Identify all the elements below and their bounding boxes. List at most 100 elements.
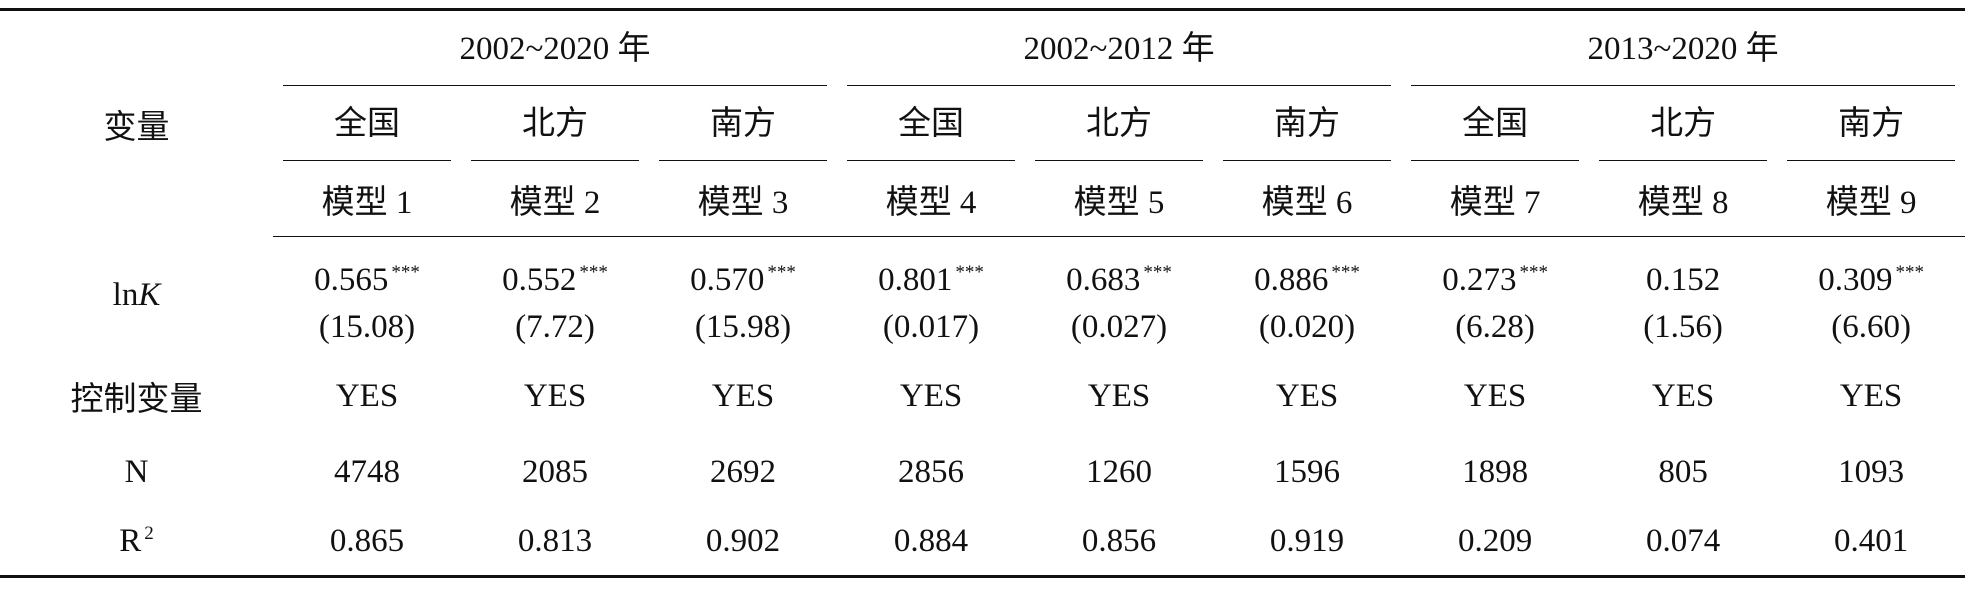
row-label-cell: lnK	[0, 237, 273, 356]
value: YES	[899, 377, 963, 414]
value-cell: YES	[1401, 355, 1589, 437]
model-cell: 模型 1	[273, 161, 461, 237]
value-cell: 4748	[273, 437, 461, 507]
region-box: 南方	[1223, 88, 1392, 161]
value: 0.865	[329, 522, 405, 559]
variable-header: 变量	[103, 109, 170, 146]
region-label: 全国	[334, 106, 400, 142]
region-label: 南方	[1838, 106, 1905, 142]
value: YES	[523, 377, 587, 414]
row-label: R	[119, 522, 142, 559]
value: YES	[711, 377, 775, 414]
significance: ***	[1895, 262, 1924, 283]
region-label: 北方	[1650, 106, 1717, 142]
coef-cell: 0.152	[1589, 237, 1777, 300]
value: 1596	[1274, 453, 1341, 490]
model-label: 模型 1	[321, 184, 413, 221]
value: YES	[335, 377, 399, 414]
value: 2856	[898, 453, 965, 490]
value-cell: YES	[837, 355, 1025, 437]
value: 0.902	[705, 522, 781, 559]
model-label: 模型 3	[697, 184, 789, 221]
value-cell: 0.209	[1401, 507, 1589, 577]
value: 0.856	[1081, 522, 1157, 559]
row-label: 控制变量	[70, 382, 203, 418]
se-cell: (0.027)	[1025, 299, 1213, 355]
coefficient: 0.565	[314, 262, 389, 298]
value-cell: YES	[1213, 355, 1401, 437]
coefficient: 0.683	[1066, 262, 1141, 298]
period-box: 2002~2020 年	[283, 13, 828, 86]
coef-cell: 0.886 ***	[1213, 237, 1401, 300]
row-label-cell: N	[0, 437, 273, 507]
value-cell: 0.865	[273, 507, 461, 577]
region-cell: 全国	[273, 86, 461, 161]
value: 0.401	[1833, 522, 1909, 559]
value-cell: YES	[649, 355, 837, 437]
region-cell: 南方	[1213, 86, 1401, 161]
header-cell: 变量	[0, 10, 273, 237]
table-row: N 4748 2085 2692 2856 1260 1596 1898 805 1093	[0, 437, 1965, 507]
value: 0.074	[1645, 522, 1721, 559]
value-cell: 0.884	[837, 507, 1025, 577]
coefficient: 0.152	[1645, 262, 1721, 298]
value-cell: 0.813	[461, 507, 649, 577]
period-cell: 2002~2020 年	[273, 10, 837, 86]
row-label-cell: 控制变量	[0, 355, 273, 437]
value: 805	[1658, 453, 1708, 490]
table-row: 全国 北方 南方 全国 北方 南方 全国 北方 南方	[0, 86, 1965, 161]
region-label: 北方	[1086, 106, 1153, 142]
coefficient: 0.552	[502, 262, 577, 298]
value: 0.884	[893, 522, 969, 559]
se-cell: (1.56)	[1589, 299, 1777, 355]
se-cell: (6.28)	[1401, 299, 1589, 355]
significance: ***	[1143, 262, 1172, 283]
std-error: (0.017)	[882, 308, 980, 345]
se-cell: (15.98)	[649, 299, 837, 355]
region-box: 全国	[847, 88, 1016, 161]
model-cell: 模型 2	[461, 161, 649, 237]
value: 2692	[710, 453, 777, 490]
std-error: (1.56)	[1643, 308, 1723, 345]
period-label: 2002~2020 年	[459, 31, 651, 67]
value: YES	[1839, 377, 1903, 414]
value-cell: 0.401	[1777, 507, 1965, 577]
value-cell: 0.919	[1213, 507, 1401, 577]
coef-cell: 0.570 ***	[649, 237, 837, 300]
model-cell: 模型 7	[1401, 161, 1590, 237]
model-label: 模型 6	[1261, 184, 1353, 221]
period-cell: 2013~2020 年	[1401, 10, 1965, 86]
value-cell: YES	[1025, 355, 1213, 437]
std-error: (15.08)	[318, 308, 416, 345]
value: 0.209	[1457, 522, 1533, 559]
value: YES	[1275, 377, 1339, 414]
region-box: 北方	[471, 88, 639, 161]
coef-cell: 0.565 ***	[273, 237, 461, 300]
significance: ***	[1331, 262, 1360, 283]
model-cell: 模型 5	[1025, 161, 1214, 237]
table-row: (15.08) (7.72) (15.98) (0.017) (0.027) (0.020…	[0, 299, 1965, 355]
model-cell: 模型 6	[1213, 161, 1402, 237]
model-cell: 模型 8	[1589, 161, 1778, 237]
se-cell: (6.60)	[1777, 299, 1965, 355]
region-label: 全国	[898, 106, 965, 142]
region-box: 北方	[1035, 88, 1204, 161]
region-cell: 全国	[1401, 86, 1589, 161]
se-cell: (15.08)	[273, 299, 461, 355]
se-cell: (0.020)	[1213, 299, 1401, 355]
value: 2085	[522, 453, 588, 490]
model-cell: 模型 4	[837, 161, 1026, 237]
value: 4748	[334, 453, 400, 490]
value-cell: 2085	[461, 437, 649, 507]
row-label-sup: 2	[144, 522, 154, 544]
value: 0.813	[517, 522, 593, 559]
row-label-italic: K	[138, 277, 161, 314]
value-cell: 0.856	[1025, 507, 1213, 577]
value: 1093	[1838, 453, 1905, 490]
region-cell: 南方	[1777, 86, 1965, 161]
region-box: 全国	[1411, 88, 1580, 161]
region-cell: 南方	[649, 86, 837, 161]
significance: ***	[579, 262, 608, 283]
model-label: 模型 7	[1449, 184, 1541, 221]
region-label: 全国	[1462, 106, 1529, 142]
